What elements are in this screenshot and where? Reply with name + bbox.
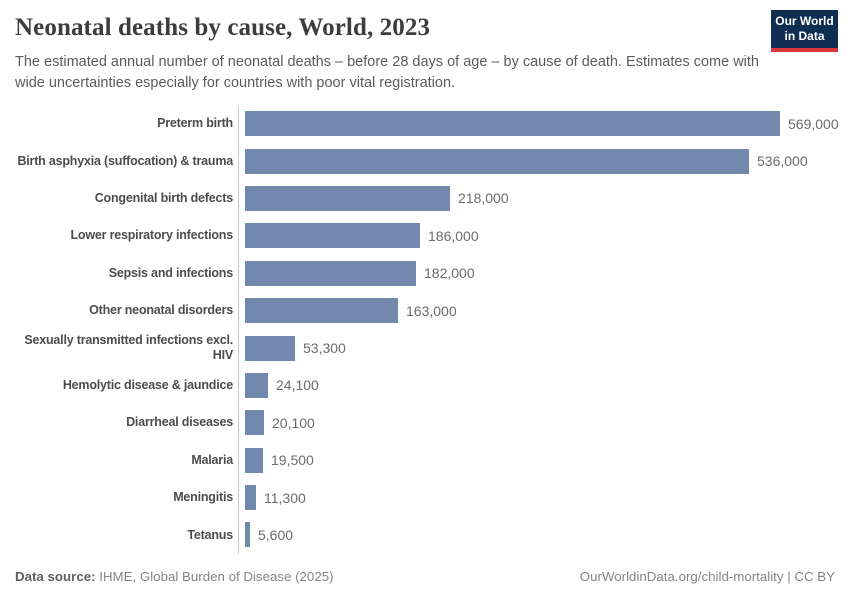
bar-label: Preterm birth (157, 116, 233, 131)
bar-label: Sexually transmitted infections excl. HI… (24, 333, 233, 363)
bar-value: 24,100 (276, 377, 319, 394)
bar-value: 11,300 (264, 489, 306, 506)
bar-value: 20,100 (272, 414, 315, 431)
bar-area: 53,300 (244, 335, 850, 361)
bar-value: 186,000 (428, 227, 479, 244)
bar[interactable] (245, 260, 416, 286)
chart-footer: Data source: IHME, Global Burden of Dise… (15, 569, 835, 584)
bar-area: 19,500 (244, 447, 850, 473)
bar-label: Hemolytic disease & jaundice (62, 378, 233, 393)
bar[interactable] (245, 372, 268, 398)
bar[interactable] (245, 111, 780, 137)
bar-value: 163,000 (406, 302, 457, 319)
bar-value: 19,500 (271, 452, 314, 469)
bar-area: 218,000 (244, 185, 850, 211)
bar[interactable] (245, 185, 450, 211)
bar[interactable] (245, 148, 749, 174)
bar-area: 186,000 (244, 223, 850, 249)
bar-label: Congenital birth defects (94, 191, 233, 206)
bar-row: Congenital birth defects 218,000 (15, 180, 850, 217)
bar-value: 53,300 (303, 340, 346, 357)
owid-logo-line2: in Data (784, 29, 825, 43)
bar[interactable] (245, 522, 250, 548)
chart-header: Neonatal deaths by cause, World, 2023 Th… (15, 14, 835, 94)
bar-area: 536,000 (244, 148, 850, 174)
bar-value: 218,000 (458, 190, 509, 207)
bar-label: Sepsis and infections (108, 265, 234, 280)
bar-row: Meningitis 11,300 (15, 479, 850, 516)
bar-row: Lower respiratory infections 186,000 (15, 217, 850, 254)
bar-area: 24,100 (244, 372, 850, 398)
chart-subtitle: The estimated annual number of neonatal … (15, 54, 759, 92)
bar[interactable] (245, 335, 295, 361)
bar-area: 569,000 (244, 111, 850, 137)
bar-row: Other neonatal disorders 163,000 (15, 292, 850, 329)
bar-row: Preterm birth 569,000 (15, 105, 850, 142)
bar-label: Birth asphyxia (suffocation) & trauma (17, 153, 233, 168)
bar-row: Tetanus 5,600 (15, 516, 850, 553)
bar-label: Malaria (191, 452, 233, 467)
attribution-separator: | (783, 569, 795, 584)
bar[interactable] (245, 298, 398, 324)
bar[interactable] (245, 410, 264, 436)
bar-area: 20,100 (244, 410, 850, 436)
bar-row: Hemolytic disease & jaundice 24,100 (15, 367, 850, 404)
bar-area: 163,000 (244, 298, 850, 324)
bar-row: Sexually transmitted infections excl. HI… (15, 329, 850, 366)
bar-label: Meningitis (173, 490, 233, 505)
license-label: CC BY (794, 569, 835, 584)
bar-label: Other neonatal disorders (89, 303, 233, 318)
bar-row: Sepsis and infections 182,000 (15, 255, 850, 292)
bar[interactable] (245, 485, 256, 511)
data-source: Data source: IHME, Global Burden of Dise… (15, 569, 334, 584)
bar-value: 569,000 (788, 115, 839, 132)
bar[interactable] (245, 223, 420, 249)
bar-label: Tetanus (187, 527, 233, 542)
bar-value: 5,600 (258, 526, 294, 543)
owid-logo[interactable]: Our World in Data (771, 10, 838, 52)
bar-area: 182,000 (244, 260, 850, 286)
bar-row: Malaria 19,500 (15, 442, 850, 479)
bar-area: 11,300 (244, 485, 850, 511)
chart-title: Neonatal deaths by cause, World, 2023 (15, 14, 431, 41)
bar-chart: Preterm birth 569,000 Birth asphyxia (su… (15, 105, 850, 554)
bar-label: Lower respiratory infections (70, 228, 234, 243)
bar-value: 536,000 (757, 153, 808, 170)
data-source-label: Data source: (15, 569, 96, 584)
bar[interactable] (245, 447, 263, 473)
y-axis-line (238, 106, 239, 554)
bar-value: 182,000 (424, 265, 475, 282)
bar-area: 5,600 (244, 522, 850, 548)
bar-row: Birth asphyxia (suffocation) & trauma 53… (15, 142, 850, 179)
bar-rows: Preterm birth 569,000 Birth asphyxia (su… (15, 105, 850, 554)
owid-url-link[interactable]: OurWorldinData.org/child-mortality (579, 569, 784, 584)
owid-logo-line1: Our World (775, 14, 834, 28)
bar-label: Diarrheal diseases (126, 415, 233, 430)
attribution: OurWorldinData.org/child-mortality | CC … (580, 569, 835, 584)
bar-row: Diarrheal diseases 20,100 (15, 404, 850, 441)
data-source-text: IHME, Global Burden of Disease (2025) (95, 569, 334, 584)
